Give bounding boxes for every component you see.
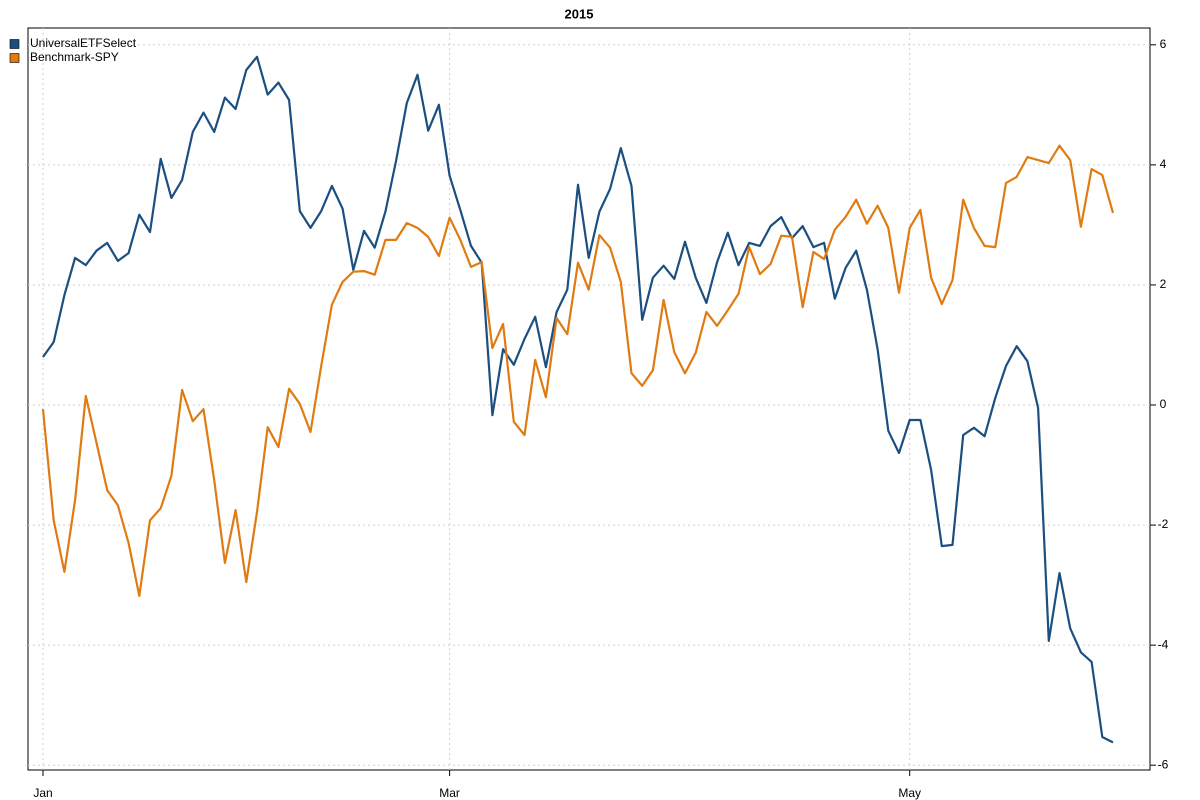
y-tick-label: 4 xyxy=(1160,157,1167,171)
x-tick-label: Jan xyxy=(33,786,52,800)
y-tick-label: -4 xyxy=(1158,637,1169,651)
y-tick-label: -6 xyxy=(1158,757,1169,771)
y-tick-label: 2 xyxy=(1160,277,1167,291)
series-line xyxy=(41,144,1115,597)
y-tick-label: 6 xyxy=(1160,37,1167,51)
series-line xyxy=(42,55,1114,744)
legend-label: UniversalETFSelect xyxy=(30,36,137,50)
legend-label: Benchmark-SPY xyxy=(30,50,119,64)
x-tick-label: Mar xyxy=(439,786,460,800)
legend-swatch xyxy=(9,53,20,63)
y-tick-label: 0 xyxy=(1160,397,1167,411)
y-tick-label: -2 xyxy=(1158,517,1169,531)
x-tick-label: May xyxy=(898,786,921,800)
chart-title: 2015 xyxy=(565,6,594,21)
plot-frame xyxy=(27,27,1151,771)
legend-swatch xyxy=(9,39,20,49)
